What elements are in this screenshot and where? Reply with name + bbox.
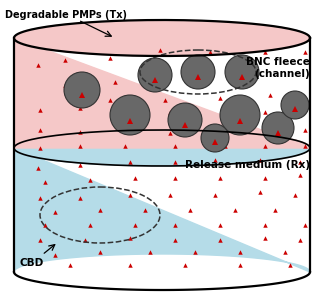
Text: Release medium (Rx): Release medium (Rx) — [185, 160, 310, 170]
Text: BNC fleece
(channel): BNC fleece (channel) — [246, 57, 310, 79]
Text: Degradable PMPs (Tx): Degradable PMPs (Tx) — [5, 10, 127, 20]
Polygon shape — [14, 130, 310, 148]
Polygon shape — [14, 148, 310, 272]
Circle shape — [110, 95, 150, 135]
Circle shape — [64, 72, 100, 108]
Circle shape — [281, 91, 309, 119]
Circle shape — [201, 124, 229, 152]
Text: CBD: CBD — [20, 258, 44, 268]
Circle shape — [225, 55, 259, 89]
Circle shape — [262, 112, 294, 144]
Polygon shape — [14, 38, 310, 148]
Circle shape — [220, 95, 260, 135]
Circle shape — [168, 103, 202, 137]
Circle shape — [181, 55, 215, 89]
Polygon shape — [14, 20, 310, 56]
Polygon shape — [14, 148, 310, 166]
Circle shape — [138, 58, 172, 92]
